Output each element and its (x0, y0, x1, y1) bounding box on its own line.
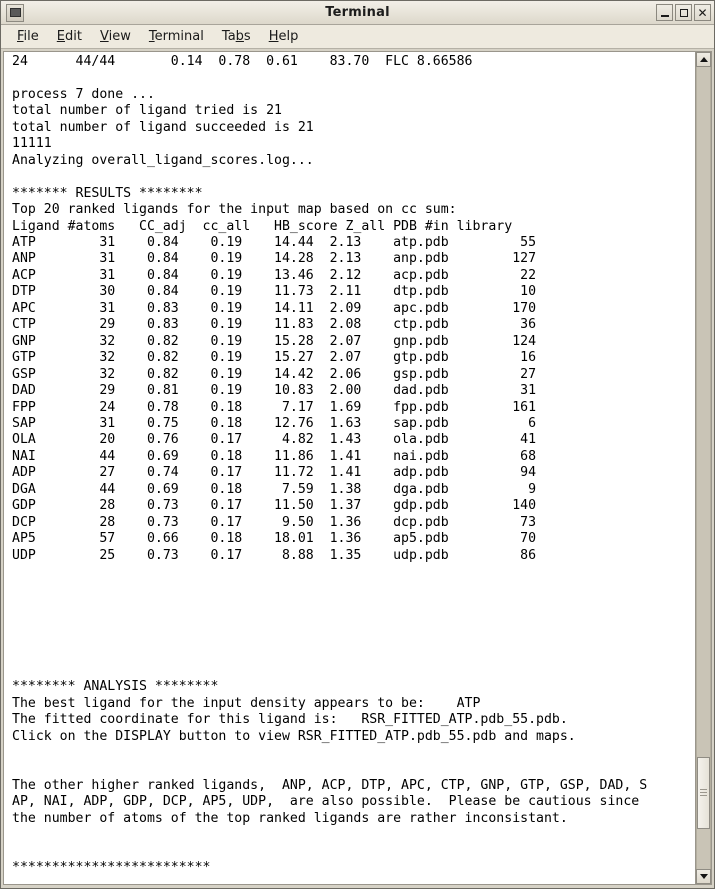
scrollbar-thumb[interactable] (697, 756, 710, 829)
menu-item-edit[interactable]: Edit (56, 29, 83, 44)
menu-item-tabs[interactable]: Tabs (221, 29, 251, 44)
window-controls: ✕ (656, 4, 711, 21)
menu-item-file[interactable]: File (17, 29, 39, 44)
menu-item-help[interactable]: Help (268, 29, 299, 44)
terminal-area: 24 44/44 0.14 0.78 0.61 83.70 FLC 8.6658… (1, 49, 714, 888)
terminal-icon (6, 3, 24, 22)
menu-item-view[interactable]: View (100, 29, 131, 44)
vertical-scrollbar[interactable] (695, 51, 712, 885)
arrow-up-icon (699, 57, 708, 62)
terminal-screen[interactable]: 24 44/44 0.14 0.78 0.61 83.70 FLC 8.6658… (3, 51, 695, 885)
maximize-button[interactable] (675, 4, 692, 21)
grip-icon (700, 787, 707, 798)
scroll-up-button[interactable] (696, 52, 711, 67)
maximize-icon (679, 8, 688, 17)
menu-item-terminal[interactable]: Terminal (148, 29, 204, 44)
window-title: Terminal (325, 5, 390, 20)
menu-bar: File Edit View Terminal Tabs Help (1, 25, 714, 49)
scrollbar-track[interactable] (696, 67, 711, 869)
terminal-output: 24 44/44 0.14 0.78 0.61 83.70 FLC 8.6658… (12, 54, 648, 876)
close-icon: ✕ (697, 5, 708, 20)
title-bar[interactable]: Terminal ✕ (1, 1, 714, 25)
arrow-down-icon (699, 874, 708, 879)
minimize-button[interactable] (656, 4, 673, 21)
minimize-icon (660, 14, 669, 17)
scroll-down-button[interactable] (696, 869, 711, 884)
close-button[interactable]: ✕ (694, 4, 711, 21)
